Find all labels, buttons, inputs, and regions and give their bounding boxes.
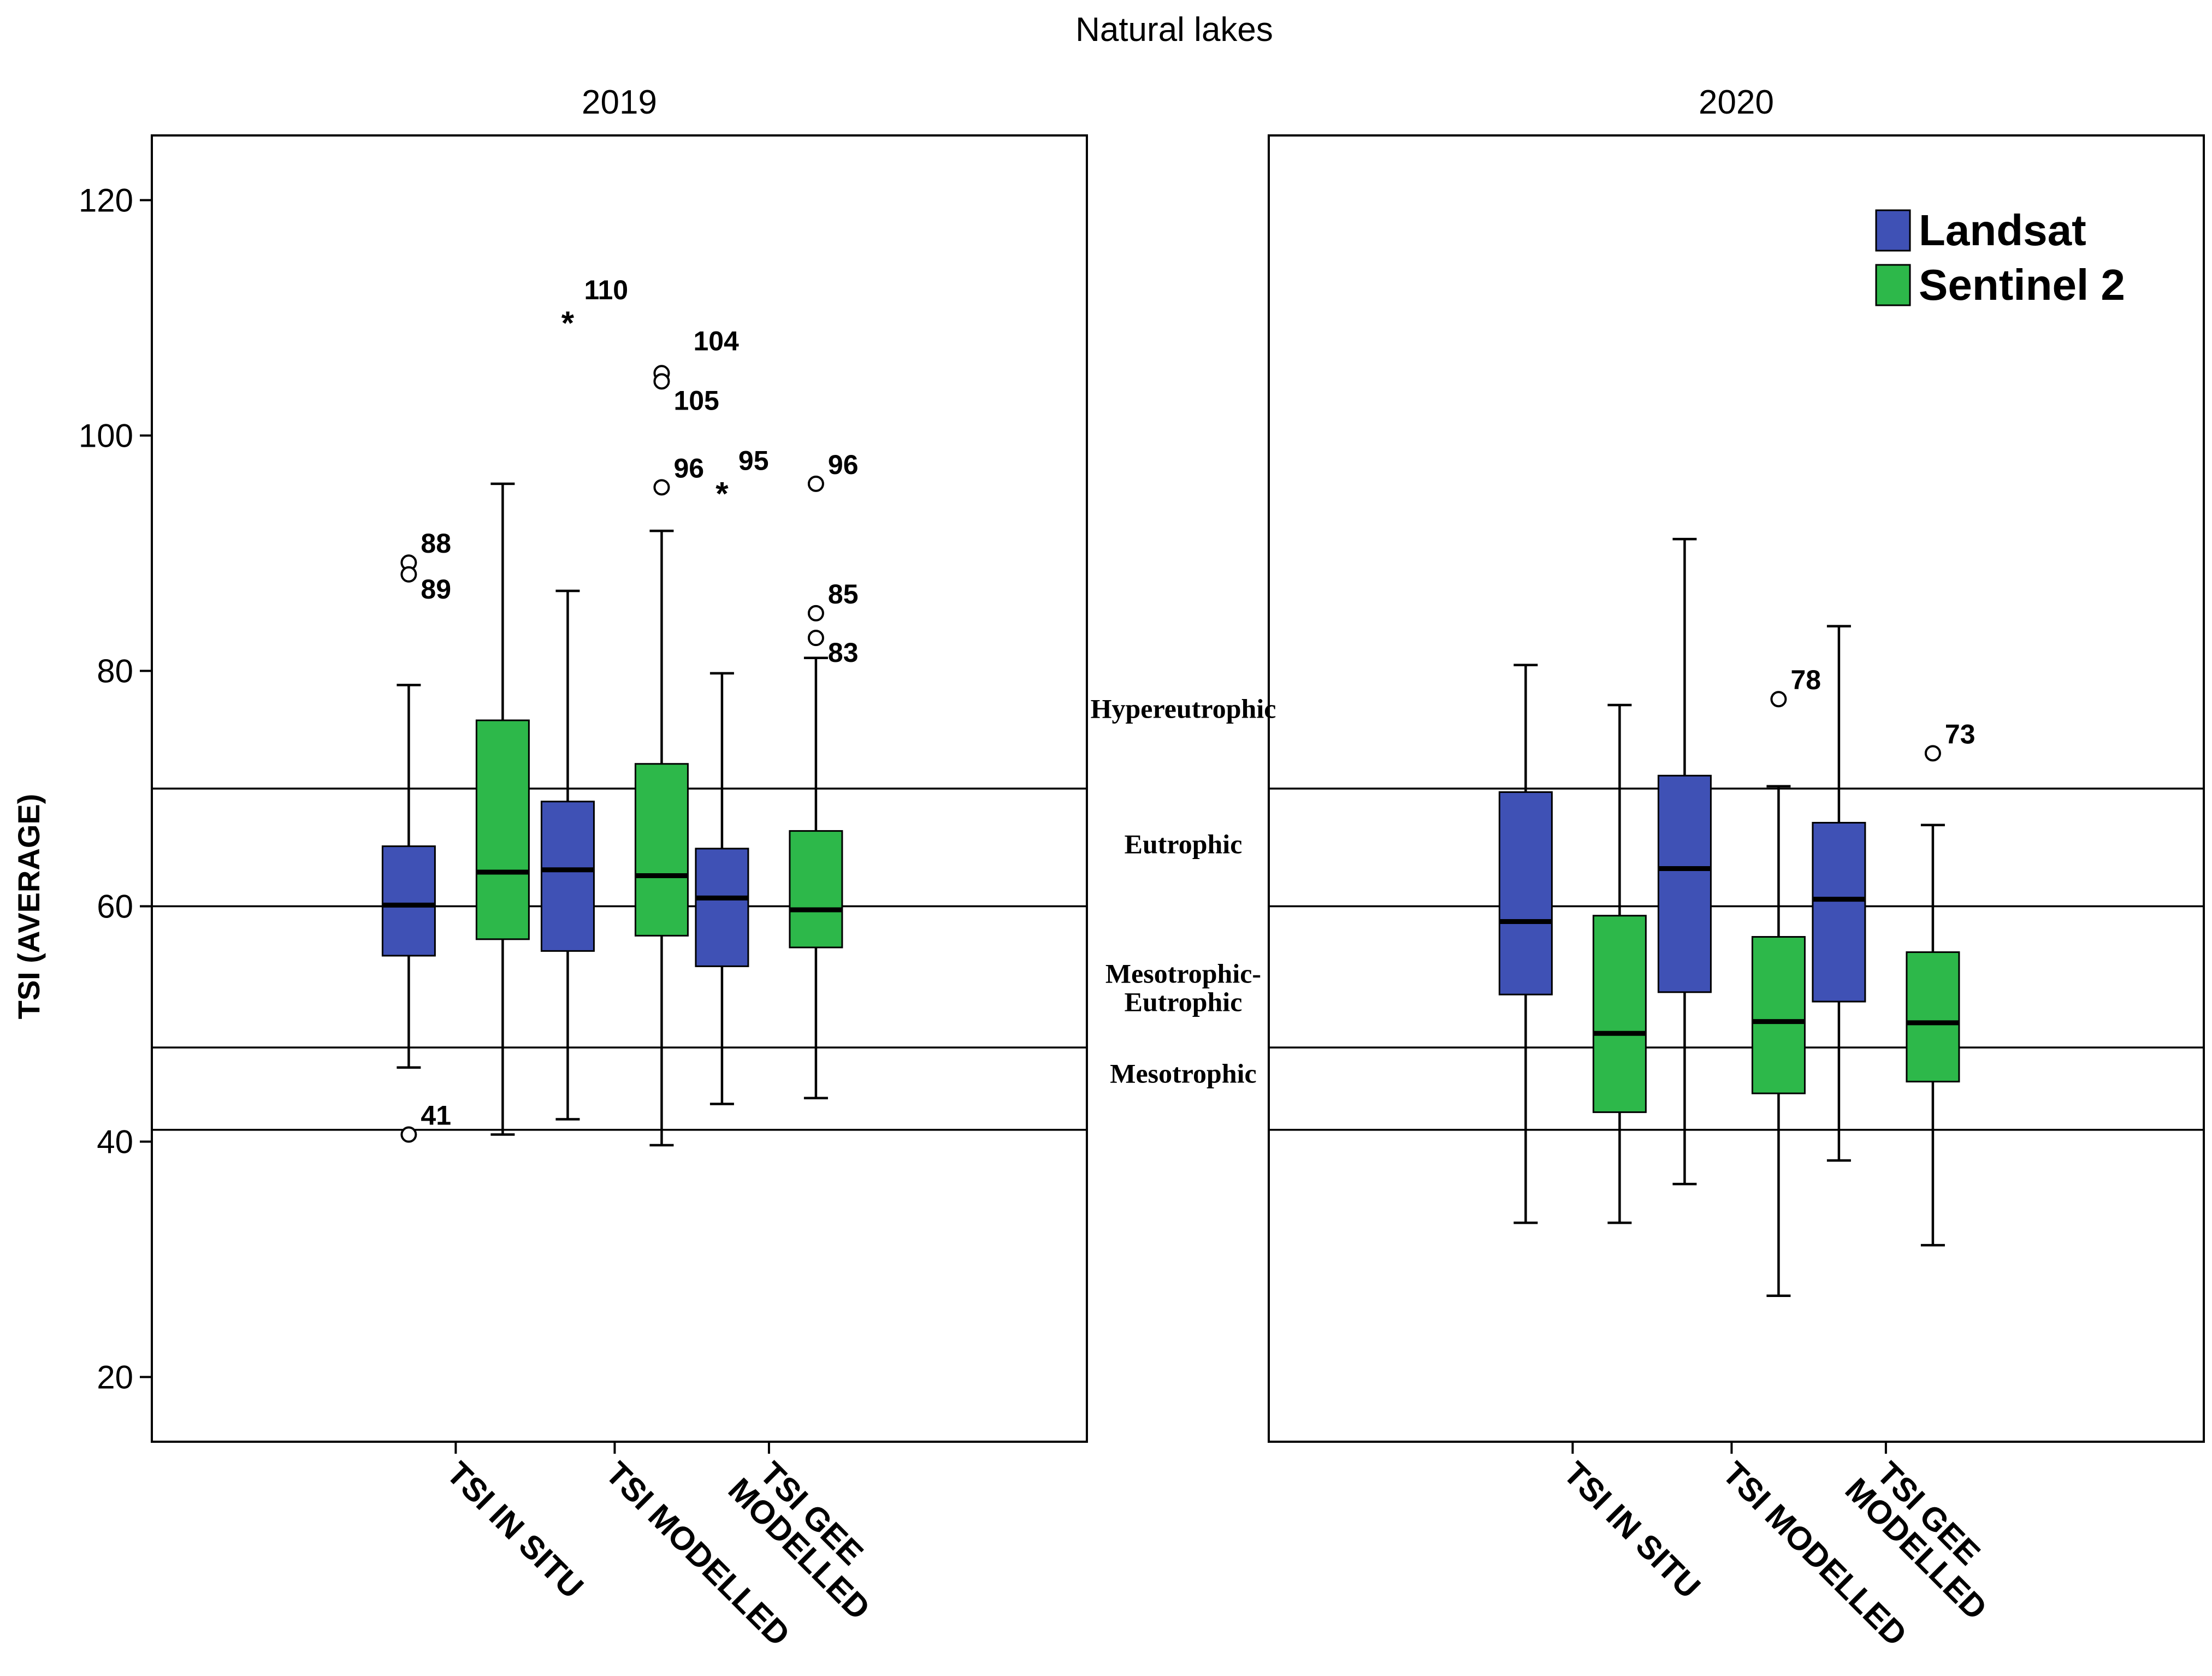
legend-item: Sentinel 2 [1875,260,2125,309]
box-sentinel2 [475,482,530,1136]
chart-title: Natural lakes [1075,11,1273,49]
panel-title: 2019 [582,84,657,121]
outlier-label: 83 [828,637,859,668]
panel-title: 2020 [1699,84,1774,121]
legend-item: Landsat [1875,206,2086,254]
panel-frame [1268,134,2205,1443]
outlier-point [807,605,824,621]
legend-swatch [1875,264,1911,306]
y-axis-label: TSI (AVERAGE) [11,794,46,1020]
box-landsat: * 95 [695,445,769,1105]
iqr-box [695,848,749,967]
iqr-box [1751,936,1806,1094]
y-tick-label: 80 [97,653,133,690]
iqr-box [1592,915,1647,1114]
y-tick-label: 100 [79,418,133,454]
box-sentinel2 [1592,703,1647,1224]
outlier-label: 88 [421,528,451,559]
box-sentinel2: 73 [1906,719,1976,1247]
outlier-label: 73 [1945,719,1976,749]
outlier-label: 85 [828,579,859,609]
x-tick-label: TSI IN SITU [440,1455,590,1606]
iqr-box [1906,951,1960,1083]
legend-swatch [1875,209,1911,252]
legend-label: Landsat [1919,206,2086,254]
iqr-box [475,719,530,940]
y-tick-label: 60 [97,888,133,925]
outlier-label: 95 [738,445,769,476]
panel-frame [151,134,1088,1443]
iqr-box [1657,774,1712,993]
box-sentinel2: 96 85 83 [789,449,859,1100]
outlier-point [400,566,417,583]
iqr-box [634,763,689,937]
outlier-point [400,1126,417,1143]
iqr-box [1812,821,1866,1003]
x-tick-label: TSI IN SITU [1557,1455,1707,1606]
outlier-extreme: * [561,305,575,341]
legend-label: Sentinel 2 [1919,260,2125,309]
trophic-zone-label: Hypereutrophic [1091,694,1276,724]
box-landsat [1812,625,1866,1162]
outlier-label: 41 [421,1100,451,1131]
iqr-box [789,830,843,949]
outlier-point [807,630,824,647]
box-landsat: 88 89 41 [381,528,451,1143]
box-landsat [1498,664,1553,1224]
outlier-point [653,373,670,390]
outlier-point [807,475,824,492]
outlier-label: 104 [693,325,739,356]
trophic-zone-label: Eutrophic [1125,829,1243,860]
box-sentinel2: 78 [1751,665,1821,1298]
iqr-box [540,801,595,952]
outlier-label: 105 [673,385,719,416]
box-landsat: * 110 [540,275,628,1121]
iqr-box [381,845,436,957]
outlier-point [1770,691,1787,708]
outlier-point [1924,745,1941,762]
box-sentinel2: 104 105 96 [634,325,739,1147]
outlier-label: 96 [828,449,859,480]
y-tick-label: 20 [97,1359,133,1395]
outlier-extreme: * [715,475,729,512]
iqr-box [1498,791,1553,996]
trophic-zone-label: Mesotrophic-Eutrophic [1105,958,1261,1017]
outlier-label: 78 [1790,665,1821,695]
outlier-point [653,479,670,496]
y-tick-label: 40 [97,1123,133,1160]
box-landsat [1657,537,1712,1186]
trophic-zone-label: Mesotrophic [1110,1058,1256,1089]
outlier-label: 110 [584,275,628,305]
y-tick-label: 120 [79,182,133,219]
outlier-label: 96 [673,453,704,483]
outlier-label: 89 [421,574,451,605]
